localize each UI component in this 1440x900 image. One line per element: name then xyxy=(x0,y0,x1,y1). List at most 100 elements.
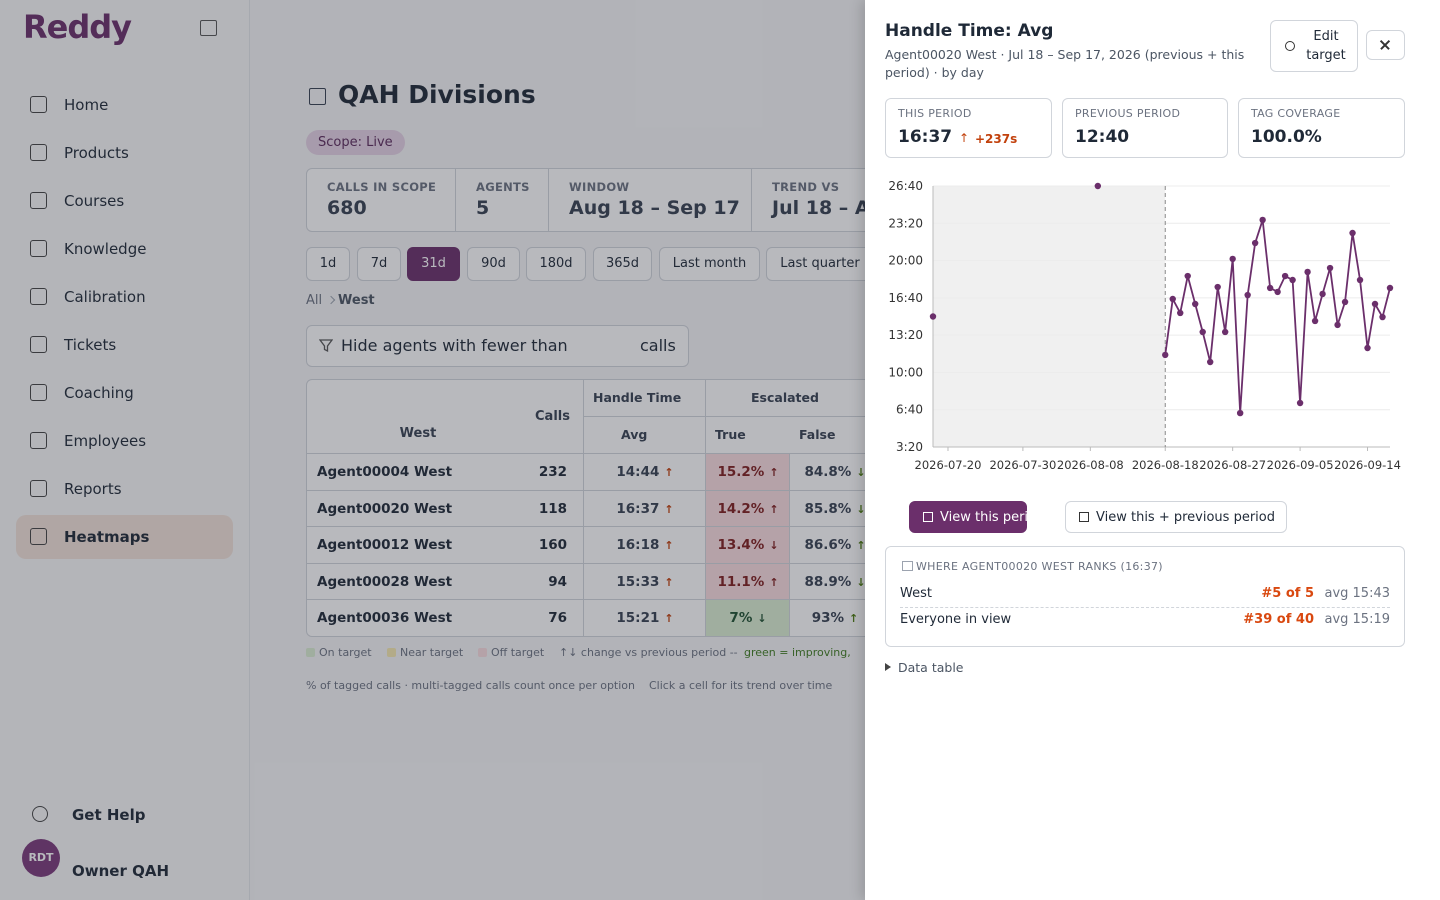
agent-name: Agent00028 West xyxy=(317,573,453,590)
false-cell[interactable]: 93% ↑ xyxy=(789,600,880,636)
cell-value: 13.4% xyxy=(717,537,765,554)
trend-arrow: ↑ xyxy=(664,502,674,516)
avg-cell[interactable]: 15:21 ↑ xyxy=(583,600,706,636)
x-tick-label: 2026-08-18 xyxy=(1132,458,1199,472)
range-button[interactable]: Last month xyxy=(659,247,760,281)
nav-icon xyxy=(30,528,47,545)
true-cell[interactable]: 11.1% ↑ xyxy=(705,563,790,601)
cell-value: 88.9% xyxy=(804,573,852,590)
y-tick-label: 16:40 xyxy=(888,291,923,305)
rank-separator xyxy=(900,607,1390,608)
true-cell[interactable]: 13.4% ↓ xyxy=(705,527,790,564)
column-group xyxy=(583,380,706,417)
breadcrumb-all[interactable]: All xyxy=(306,293,323,308)
card-label: TAG COVERAGE xyxy=(1251,107,1341,120)
false-cell[interactable]: 84.8% ↓ xyxy=(789,454,880,491)
false-cell[interactable]: 86.6% ↑ xyxy=(789,527,880,564)
avg-cell[interactable]: 15:33 ↑ xyxy=(583,563,706,601)
rank-value: #39 of 40 xyxy=(1243,612,1314,627)
table-row: Agent00028 West 94 15:33 ↑ 11.1% ↑ 88.9% ↓ xyxy=(307,562,947,601)
logo[interactable]: Reddy xyxy=(23,8,132,46)
stat: WINDOW Aug 18 – Sep 17 xyxy=(548,169,752,231)
trend-arrow: ↑ xyxy=(856,539,866,553)
data-point xyxy=(1311,317,1319,325)
main: QAH Divisions Scope: Live CALLS IN SCOPE… xyxy=(250,0,1440,900)
range-button[interactable]: 90d xyxy=(467,247,520,281)
nav-label: Home xyxy=(64,96,109,114)
drawer-subtitle: Agent00020 West · Jul 18 – Sep 17, 2026 … xyxy=(885,47,1245,80)
filter-text: Hide agents with fewer than xyxy=(341,336,568,355)
x-tick-label: 2026-07-30 xyxy=(989,458,1056,472)
trend-arrow: ↑ xyxy=(769,466,779,479)
help-link[interactable]: Get Help xyxy=(72,806,146,824)
cell-value: 16:37 xyxy=(616,500,660,517)
nav-item[interactable]: Reports xyxy=(16,467,233,511)
cell-value: 86.6% xyxy=(804,537,852,554)
calls-cell: 160 xyxy=(538,537,567,554)
trend-arrow: ↓ xyxy=(856,575,866,589)
legend-improving: green = improving, xyxy=(744,646,851,659)
trend-chart: 3:20 6:40 10:00 13:20 16:40 20:00 23:20 26:40 20… xyxy=(888,179,1401,472)
range-button[interactable]: 365d xyxy=(593,247,652,281)
avatar[interactable]: RDT xyxy=(22,839,60,877)
nav-item[interactable]: Coaching xyxy=(16,371,233,415)
nav-item[interactable]: Products xyxy=(16,131,233,175)
view-period-button[interactable]: View this period xyxy=(909,501,1044,533)
nav-item[interactable]: Home xyxy=(16,83,233,127)
nav-item[interactable]: Heatmaps xyxy=(16,515,233,559)
y-tick-label: 13:20 xyxy=(888,328,923,342)
data-table-toggle[interactable]: Data table xyxy=(898,660,964,675)
card-value: 16:37 xyxy=(898,127,953,147)
nav-label: Heatmaps xyxy=(64,528,150,546)
ranks-heading: WHERE AGENT00020 WEST RANKS (16:37) xyxy=(916,560,1163,573)
cell-value: 93% xyxy=(811,610,845,627)
scope-pill: Scope: Live xyxy=(306,130,405,155)
drawer-title: Handle Time: Avg xyxy=(885,21,1054,41)
col-header: Escalated xyxy=(751,390,819,405)
y-tick-label: 23:20 xyxy=(888,216,923,230)
overlay[interactable] xyxy=(0,0,865,900)
legend-label: On target xyxy=(319,646,372,659)
range-button[interactable]: 1d xyxy=(306,247,350,281)
trend-arrow: ↑ xyxy=(769,575,779,589)
nav-item[interactable]: Employees xyxy=(16,419,233,463)
rank-value: #5 of 5 xyxy=(1261,586,1314,601)
view-both-button[interactable]: View this + previous period xyxy=(1065,501,1287,533)
data-point xyxy=(1304,268,1311,276)
col-header: False xyxy=(799,427,836,442)
nav-item[interactable]: Tickets xyxy=(16,323,233,367)
data-point xyxy=(1379,313,1386,321)
range-button[interactable]: 31d xyxy=(407,247,460,281)
edit-target-button[interactable]: Edit target xyxy=(1270,20,1358,72)
cell-value: 16:18 xyxy=(616,537,660,554)
avg-cell[interactable]: 16:18 ↑ xyxy=(583,527,706,564)
header-cell xyxy=(705,416,947,453)
trend-arrow: ↑ xyxy=(849,612,859,626)
disclosure-icon xyxy=(885,663,891,671)
filter-box[interactable]: Hide agents with fewer than calls xyxy=(306,325,689,367)
nav-item[interactable]: Courses xyxy=(16,179,233,223)
collapse-icon[interactable] xyxy=(200,20,217,36)
true-cell[interactable]: 7% ↓ xyxy=(705,600,790,636)
nav-item[interactable]: Knowledge xyxy=(16,227,233,271)
range-button[interactable]: 180d xyxy=(526,247,586,281)
stat-label: WINDOW xyxy=(569,180,630,194)
data-point xyxy=(1356,276,1364,284)
avg-cell[interactable]: 16:37 ↑ xyxy=(583,490,706,528)
range-button[interactable]: 7d xyxy=(357,247,401,281)
nav-item[interactable]: Calibration xyxy=(16,275,233,319)
ranks-icon xyxy=(902,561,913,571)
true-cell[interactable]: 15.2% ↑ xyxy=(705,454,790,491)
y-tick-label: 20:00 xyxy=(888,254,923,268)
true-cell[interactable]: 14.2% ↑ xyxy=(705,490,790,528)
false-cell[interactable]: 88.9% ↓ xyxy=(789,563,880,601)
avg-cell[interactable]: 14:44 ↑ xyxy=(583,454,706,491)
stat-label: AGENTS xyxy=(476,180,530,194)
nav-icon xyxy=(30,144,47,161)
close-button[interactable] xyxy=(1366,30,1405,60)
view-buttons: View this period View this + previous per… xyxy=(865,501,1440,535)
false-cell[interactable]: 85.8% ↓ xyxy=(789,490,880,528)
x-tick-label: 2026-08-27 xyxy=(1199,458,1266,472)
data-point xyxy=(1319,290,1326,298)
